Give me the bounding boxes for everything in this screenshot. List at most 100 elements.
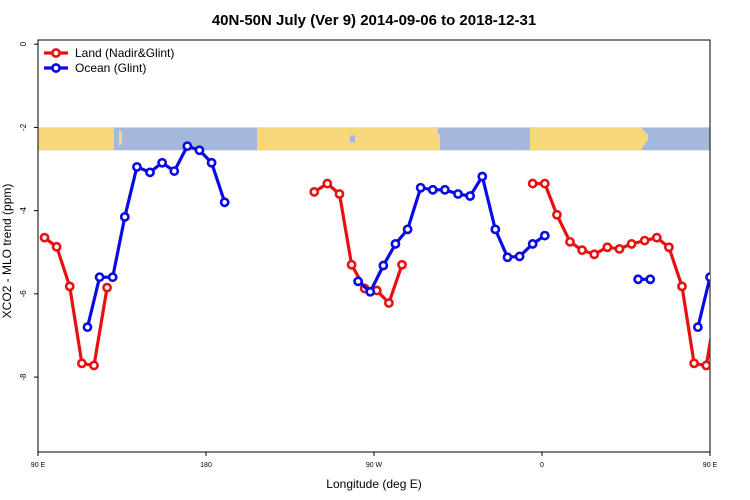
data-point <box>716 284 723 291</box>
data-point <box>402 224 413 235</box>
map-coast-5 <box>515 143 521 151</box>
data-point <box>552 209 562 220</box>
map-land-0 <box>38 127 114 151</box>
legend-label: Land (Nadir&Glint) <box>75 46 174 60</box>
data-point <box>614 244 625 254</box>
chart-title: 40N-50N July (Ver 9) 2014-09-06 to 2018-… <box>212 12 536 29</box>
data-point <box>565 236 575 247</box>
series-line <box>43 236 109 367</box>
data-point <box>744 163 750 170</box>
data-point <box>194 145 205 156</box>
y-axis: 0 -2 -4 -6 -8 <box>19 41 38 381</box>
map-land-4 <box>530 127 642 151</box>
map-land-1 <box>119 129 122 146</box>
data-point <box>577 245 588 256</box>
data-point <box>602 242 613 253</box>
data-point <box>477 171 488 182</box>
data-point <box>365 286 376 297</box>
data-point <box>589 249 600 260</box>
data-point <box>692 322 703 333</box>
data-point <box>539 178 550 189</box>
data-point <box>334 189 345 199</box>
map-coast-4 <box>497 130 505 138</box>
data-point <box>664 242 674 253</box>
data-point <box>102 282 112 293</box>
data-point <box>353 276 364 287</box>
data-point <box>465 191 476 201</box>
x-tick-label: 0 <box>540 462 544 469</box>
data-point <box>322 178 333 189</box>
legend-marker <box>51 63 61 73</box>
data-point <box>427 184 438 195</box>
data-point <box>732 213 739 220</box>
data-point <box>64 281 75 292</box>
data-point <box>527 239 538 249</box>
y-tick-label: -2 <box>19 123 28 131</box>
data-point <box>539 230 550 241</box>
data-point <box>633 274 644 285</box>
legend: Land (Nadir&Glint)Ocean (Glint) <box>44 46 174 75</box>
data-point <box>157 157 168 168</box>
data-point <box>677 281 687 292</box>
data-point <box>626 239 637 249</box>
series-line <box>696 275 710 328</box>
data-point <box>502 252 513 263</box>
series-line <box>532 182 710 367</box>
series-line <box>357 174 546 294</box>
data-point <box>701 360 710 371</box>
data-point <box>169 166 180 176</box>
map-coast-3 <box>350 135 355 143</box>
data-point <box>490 224 501 235</box>
data-point <box>39 232 50 243</box>
y-axis-label: XCO2 - MLO trend (ppm) <box>0 184 14 319</box>
y-tick-label: -6 <box>19 290 28 298</box>
map-coast-1 <box>205 141 210 148</box>
x-tick-label: 90 E <box>703 462 718 469</box>
y-tick-label: -8 <box>19 373 28 381</box>
data-point <box>145 167 155 178</box>
data-point <box>309 186 320 197</box>
series-line <box>85 144 227 328</box>
map-coast-2 <box>232 131 236 139</box>
map-strip <box>38 127 710 151</box>
map-coast-0 <box>160 128 166 136</box>
data-point <box>639 235 650 246</box>
x-tick-label: 90 W <box>366 462 383 469</box>
data-point <box>651 232 662 243</box>
data-point <box>82 322 93 333</box>
data-point <box>76 358 87 369</box>
data-point <box>51 241 62 252</box>
data-point <box>397 259 407 270</box>
data-point <box>453 189 463 199</box>
series-0 <box>39 178 723 371</box>
map-land-3 <box>430 134 440 151</box>
data-point <box>645 274 656 285</box>
series-layer <box>39 141 750 371</box>
data-point <box>346 259 357 270</box>
y-tick-label: 0 <box>19 41 28 46</box>
x-tick-label: 180 <box>200 462 212 469</box>
legend-marker <box>51 48 61 58</box>
data-point <box>119 211 130 222</box>
y-tick-label: -4 <box>19 207 28 215</box>
x-axis-label: Longitude (deg E) <box>326 477 421 491</box>
data-point <box>390 239 401 249</box>
data-point <box>378 260 389 271</box>
data-point <box>182 141 193 152</box>
data-point <box>206 157 217 168</box>
data-point <box>415 182 426 193</box>
series-1 <box>82 141 750 333</box>
map-land-2 <box>257 127 438 151</box>
map-land-5 <box>640 127 648 151</box>
data-point <box>89 360 99 371</box>
data-point <box>384 298 394 308</box>
data-point <box>514 251 525 262</box>
data-point <box>705 272 710 283</box>
data-point <box>689 358 700 369</box>
legend-label: Ocean (Glint) <box>75 61 146 75</box>
x-tick-label: 90 E <box>31 462 46 469</box>
data-point <box>132 162 142 172</box>
data-point <box>107 272 118 283</box>
